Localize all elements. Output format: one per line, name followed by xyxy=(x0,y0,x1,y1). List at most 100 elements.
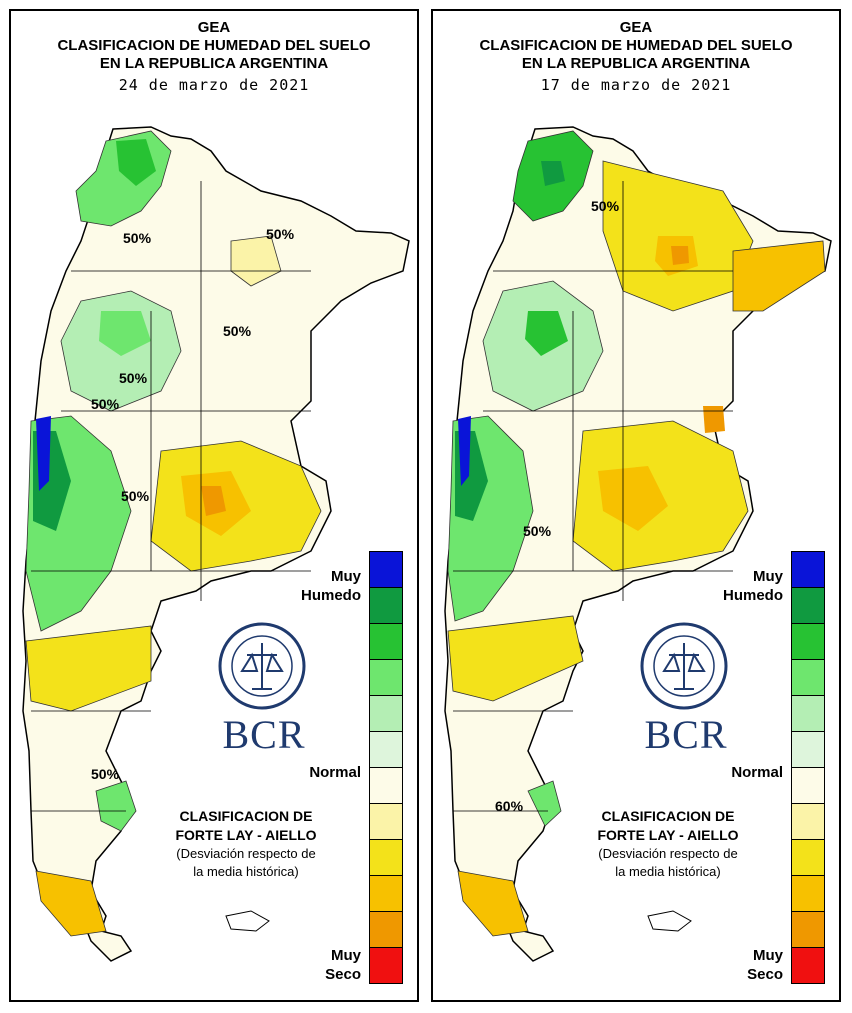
header-gea: GEA xyxy=(197,19,231,36)
title-line-1: CLASIFICACION DE HUMEDAD DEL SUELO xyxy=(57,37,371,54)
legend-swatch xyxy=(369,768,403,804)
legend-swatch xyxy=(791,840,825,876)
wet-zone-coast xyxy=(527,780,562,827)
legend-bottom-line-1: Muy xyxy=(331,947,361,964)
argentina-soil-moisture-map: 50% 50% 60% xyxy=(444,126,832,962)
map-panel-left: GEA CLASIFICACION DE HUMEDAD DEL SUELO E… xyxy=(9,9,419,1002)
legend-swatch xyxy=(791,624,825,660)
legend-top-label: Muy Humedo xyxy=(271,567,361,605)
dry-zone-north-east xyxy=(230,235,282,287)
classification-note-1: (Desviación respecto de xyxy=(598,846,738,861)
map-panel-right: GEA CLASIFICACION DE HUMEDAD DEL SUELO E… xyxy=(431,9,841,1002)
very-wet-zone xyxy=(36,416,51,491)
legend-swatch xyxy=(369,912,403,948)
contour-label: 50% xyxy=(591,198,620,214)
legend-swatch xyxy=(791,948,825,984)
classification-note: CLASIFICACION DE FORTE LAY - AIELLO (Des… xyxy=(141,807,351,881)
contour-label: 50% xyxy=(121,488,150,504)
legend-middle-label: Normal xyxy=(731,764,783,781)
title-block: GEA CLASIFICACION DE HUMEDAD DEL SUELO E… xyxy=(11,19,417,97)
dry-zone-patagonia xyxy=(35,870,107,937)
legend-top-line-2: Humedo xyxy=(301,587,361,604)
legend-swatch xyxy=(791,732,825,768)
contour-label: 50% xyxy=(523,523,552,539)
classification-title-1: CLASIFICACION DE xyxy=(179,808,313,824)
contour-label: 50% xyxy=(266,226,295,242)
map-date: 24 de marzo de 2021 xyxy=(118,76,310,94)
legend-top-line-1: Muy xyxy=(753,568,783,585)
dry-zone-patagonia xyxy=(457,870,529,937)
very-wet-zone xyxy=(458,416,471,486)
legend-bottom-label: Muy Seco xyxy=(693,946,783,984)
legend-swatch xyxy=(369,732,403,768)
dry-zone-north-peak xyxy=(671,246,689,265)
title-line-1: CLASIFICACION DE HUMEDAD DEL SUELO xyxy=(479,37,793,54)
legend-bottom-line-2: Seco xyxy=(747,966,783,983)
wet-zone-center-core xyxy=(99,311,151,356)
wet-zone-center-core xyxy=(525,311,568,356)
classification-title-2: FORTE LAY - AIELLO xyxy=(597,827,739,843)
legend-top-line-2: Humedo xyxy=(723,587,783,604)
map-date: 17 de marzo de 2021 xyxy=(540,76,732,94)
contour-label: 50% xyxy=(91,766,120,782)
legend-color-scale xyxy=(791,551,825,984)
dry-zone-east-peak xyxy=(201,486,226,516)
wet-zone-north-core xyxy=(541,161,565,186)
province-boundaries xyxy=(453,181,733,812)
dry-zone-south xyxy=(447,615,584,702)
islands xyxy=(647,910,692,932)
bcr-seal-logo xyxy=(639,621,729,716)
bcr-seal-logo xyxy=(217,621,307,716)
legend-swatch xyxy=(369,551,403,588)
classification-note-2: la media histórica) xyxy=(193,864,299,879)
header-gea: GEA xyxy=(619,19,653,36)
contour-label: 50% xyxy=(119,370,148,386)
legend-swatch xyxy=(791,876,825,912)
wet-zone-north-core xyxy=(116,139,156,186)
legend-swatch xyxy=(791,551,825,588)
contour-label: 50% xyxy=(223,323,252,339)
legend-bottom-line-2: Seco xyxy=(325,966,361,983)
bcr-logo-text: BCR xyxy=(644,712,728,757)
legend-swatch xyxy=(369,624,403,660)
legend-swatch xyxy=(791,588,825,624)
title-block: GEA CLASIFICACION DE HUMEDAD DEL SUELO E… xyxy=(433,19,839,97)
legend-swatch xyxy=(369,876,403,912)
legend-swatch xyxy=(369,948,403,984)
legend-bottom-line-1: Muy xyxy=(753,947,783,964)
dry-zone-south xyxy=(25,625,152,712)
legend-swatch xyxy=(369,660,403,696)
classification-title-2: FORTE LAY - AIELLO xyxy=(175,827,317,843)
classification-note-1: (Desviación respecto de xyxy=(176,846,316,861)
contour-label: 50% xyxy=(123,230,152,246)
legend-swatch xyxy=(369,804,403,840)
classification-note: CLASIFICACION DE FORTE LAY - AIELLO (Des… xyxy=(563,807,773,881)
legend-top-line-1: Muy xyxy=(331,568,361,585)
legend-color-scale xyxy=(369,551,403,984)
wet-zone-coast xyxy=(95,780,137,832)
legend-top-label: Muy Humedo xyxy=(693,567,783,605)
legend-swatch xyxy=(791,768,825,804)
legend-swatch xyxy=(369,696,403,732)
legend-swatch xyxy=(791,660,825,696)
dry-zone-east-extension xyxy=(732,240,826,312)
classification-note-2: la media histórica) xyxy=(615,864,721,879)
argentina-soil-moisture-map: 50% 50% 50% 50% 50% 50% 50% xyxy=(22,126,410,962)
legend-swatch xyxy=(369,588,403,624)
contour-label: 50% xyxy=(91,396,120,412)
islands xyxy=(225,910,270,932)
bcr-logo-text: BCR xyxy=(222,712,306,757)
contour-label: 60% xyxy=(495,798,524,814)
dry-zone-east-core xyxy=(598,466,668,531)
province-boundaries xyxy=(31,181,311,812)
dry-zone-east-peak xyxy=(703,406,725,433)
classification-title-1: CLASIFICACION DE xyxy=(601,808,735,824)
legend-middle-label: Normal xyxy=(309,764,361,781)
legend-swatch xyxy=(791,696,825,732)
title-line-2: EN LA REPUBLICA ARGENTINA xyxy=(521,55,751,72)
title-line-2: EN LA REPUBLICA ARGENTINA xyxy=(99,55,329,72)
legend-bottom-label: Muy Seco xyxy=(271,946,361,984)
legend-swatch xyxy=(791,912,825,948)
legend-swatch xyxy=(791,804,825,840)
legend-swatch xyxy=(369,840,403,876)
